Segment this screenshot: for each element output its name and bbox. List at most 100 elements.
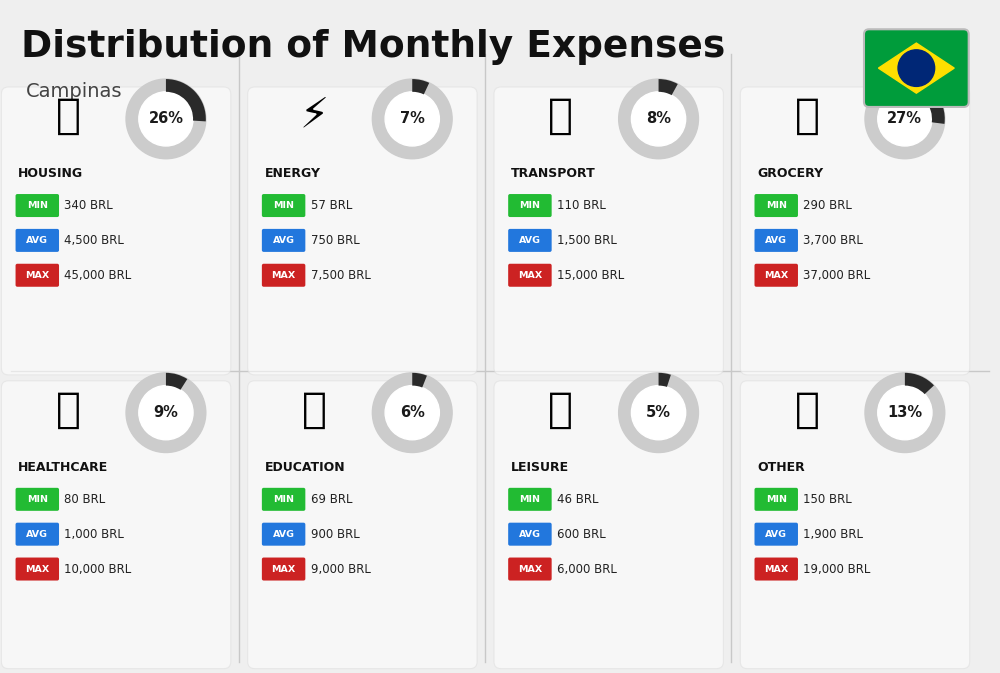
Text: MIN: MIN — [519, 201, 540, 210]
Text: AVG: AVG — [273, 530, 295, 538]
Text: 13%: 13% — [887, 405, 922, 420]
FancyBboxPatch shape — [864, 29, 969, 107]
FancyBboxPatch shape — [508, 194, 552, 217]
Text: MAX: MAX — [271, 565, 296, 573]
Text: 900 BRL: 900 BRL — [311, 528, 359, 540]
Text: 26%: 26% — [148, 112, 183, 127]
Text: 9,000 BRL: 9,000 BRL — [311, 563, 370, 575]
FancyBboxPatch shape — [508, 488, 552, 511]
Text: 🛒: 🛒 — [795, 95, 820, 137]
FancyBboxPatch shape — [262, 194, 305, 217]
Text: 45,000 BRL: 45,000 BRL — [64, 269, 131, 282]
FancyBboxPatch shape — [754, 194, 798, 217]
Circle shape — [385, 92, 439, 146]
Text: 15,000 BRL: 15,000 BRL — [557, 269, 624, 282]
Wedge shape — [659, 79, 678, 95]
Circle shape — [898, 50, 935, 86]
Circle shape — [139, 92, 193, 146]
Text: Campinas: Campinas — [26, 82, 123, 101]
Text: AVG: AVG — [273, 236, 295, 245]
Text: ENERGY: ENERGY — [265, 167, 321, 180]
Text: 🏢: 🏢 — [56, 95, 81, 137]
FancyBboxPatch shape — [16, 194, 59, 217]
Text: 10,000 BRL: 10,000 BRL — [64, 563, 131, 575]
Text: 1,500 BRL: 1,500 BRL — [557, 234, 617, 247]
Text: 6,000 BRL: 6,000 BRL — [557, 563, 617, 575]
Text: 💰: 💰 — [795, 389, 820, 431]
Text: 46 BRL: 46 BRL — [557, 493, 598, 506]
FancyBboxPatch shape — [508, 229, 552, 252]
Text: HEALTHCARE: HEALTHCARE — [18, 461, 109, 474]
Text: 🎓: 🎓 — [302, 389, 327, 431]
Wedge shape — [166, 79, 206, 121]
Circle shape — [878, 386, 932, 439]
Text: AVG: AVG — [519, 530, 541, 538]
Text: 150 BRL: 150 BRL — [803, 493, 852, 506]
Circle shape — [126, 79, 206, 159]
Text: MIN: MIN — [27, 201, 48, 210]
Text: LEISURE: LEISURE — [511, 461, 569, 474]
Text: Distribution of Monthly Expenses: Distribution of Monthly Expenses — [21, 29, 726, 65]
Text: MAX: MAX — [271, 271, 296, 280]
Text: 8%: 8% — [646, 112, 671, 127]
FancyBboxPatch shape — [1, 381, 231, 668]
Text: MIN: MIN — [766, 495, 787, 504]
Text: 6%: 6% — [400, 405, 425, 420]
Text: 9%: 9% — [153, 405, 178, 420]
FancyBboxPatch shape — [16, 557, 59, 581]
Text: MAX: MAX — [25, 565, 49, 573]
Text: HOUSING: HOUSING — [18, 167, 83, 180]
FancyBboxPatch shape — [754, 229, 798, 252]
Wedge shape — [412, 79, 429, 94]
Wedge shape — [166, 373, 187, 390]
Text: 290 BRL: 290 BRL — [803, 199, 852, 212]
Text: AVG: AVG — [519, 236, 541, 245]
Text: OTHER: OTHER — [757, 461, 805, 474]
Text: 🚌: 🚌 — [548, 95, 573, 137]
Text: TRANSPORT: TRANSPORT — [511, 167, 596, 180]
Text: 80 BRL: 80 BRL — [64, 493, 105, 506]
Text: ⚡: ⚡ — [300, 95, 329, 137]
Text: MAX: MAX — [764, 271, 788, 280]
Text: MIN: MIN — [519, 495, 540, 504]
Text: AVG: AVG — [765, 530, 787, 538]
Circle shape — [631, 92, 686, 146]
Circle shape — [126, 373, 206, 452]
Text: MIN: MIN — [27, 495, 48, 504]
Circle shape — [385, 386, 439, 439]
Text: 5%: 5% — [646, 405, 671, 420]
Text: 1,000 BRL: 1,000 BRL — [64, 528, 124, 540]
Polygon shape — [878, 43, 954, 93]
Text: 19,000 BRL: 19,000 BRL — [803, 563, 871, 575]
Text: 7,500 BRL: 7,500 BRL — [311, 269, 370, 282]
Text: 600 BRL: 600 BRL — [557, 528, 606, 540]
Text: MAX: MAX — [518, 271, 542, 280]
Text: MAX: MAX — [25, 271, 49, 280]
FancyBboxPatch shape — [508, 523, 552, 546]
Text: 110 BRL: 110 BRL — [557, 199, 606, 212]
Text: MAX: MAX — [764, 565, 788, 573]
Text: 340 BRL: 340 BRL — [64, 199, 113, 212]
Wedge shape — [412, 373, 427, 388]
FancyBboxPatch shape — [1, 87, 231, 375]
Text: 7%: 7% — [400, 112, 425, 127]
FancyBboxPatch shape — [262, 229, 305, 252]
Text: MAX: MAX — [518, 565, 542, 573]
FancyBboxPatch shape — [16, 523, 59, 546]
Text: 69 BRL: 69 BRL — [311, 493, 352, 506]
Circle shape — [865, 373, 945, 452]
FancyBboxPatch shape — [494, 87, 723, 375]
FancyBboxPatch shape — [508, 557, 552, 581]
Circle shape — [619, 79, 698, 159]
Circle shape — [631, 386, 686, 439]
Circle shape — [372, 79, 452, 159]
Text: 🛍: 🛍 — [548, 389, 573, 431]
FancyBboxPatch shape — [262, 557, 305, 581]
Text: AVG: AVG — [26, 236, 48, 245]
FancyBboxPatch shape — [16, 229, 59, 252]
Circle shape — [619, 373, 698, 452]
Text: EDUCATION: EDUCATION — [265, 461, 345, 474]
FancyBboxPatch shape — [754, 488, 798, 511]
Text: MIN: MIN — [273, 495, 294, 504]
FancyBboxPatch shape — [262, 264, 305, 287]
